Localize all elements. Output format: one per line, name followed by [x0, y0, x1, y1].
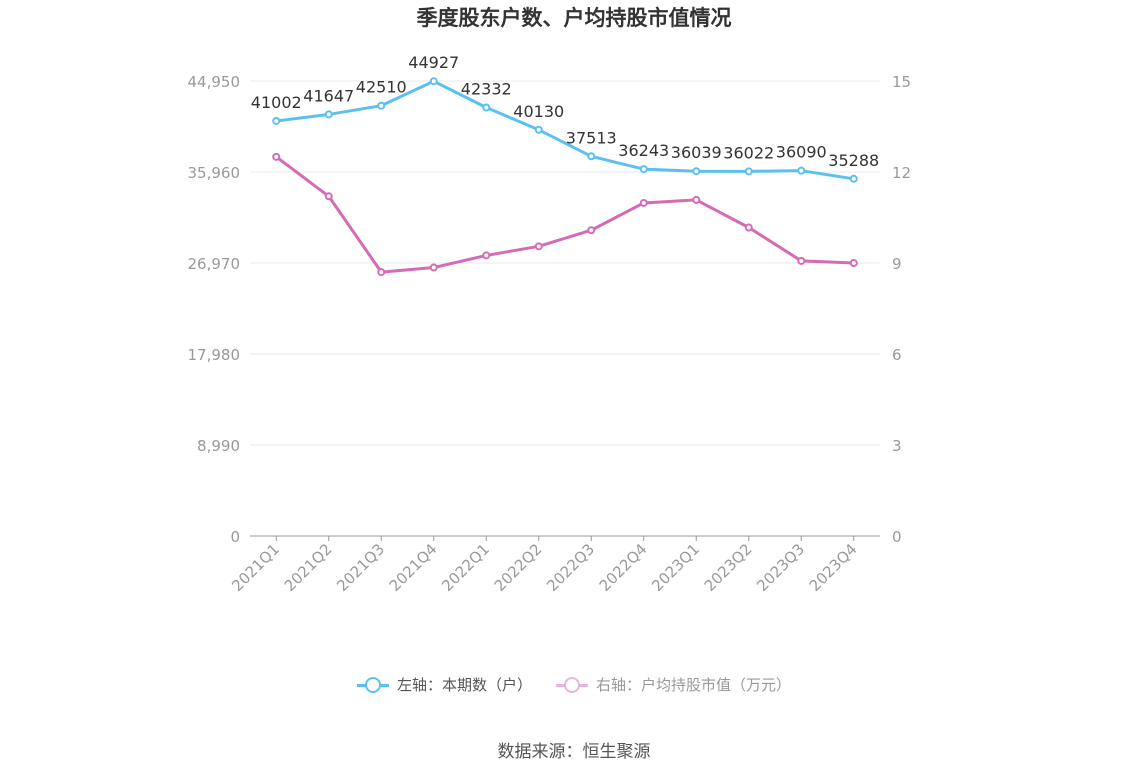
- series2-point: [744, 223, 753, 232]
- legend-item-series1[interactable]: 左轴：本期数（户）: [356, 674, 532, 695]
- series2-point: [377, 268, 386, 277]
- series1-point: [849, 174, 858, 183]
- chart-title: 季度股东户数、户均持股市值情况: [416, 6, 732, 30]
- data-label: 41647: [303, 86, 354, 105]
- legend: 左轴：本期数（户） 右轴：户均持股市值（万元）: [0, 674, 1148, 695]
- y-left-tick-label: 0: [230, 528, 240, 546]
- x-tick-label: 2021Q2: [281, 540, 336, 595]
- x-tick-label: 2021Q3: [333, 540, 388, 595]
- series2-point: [429, 263, 438, 272]
- y-left-tick-label: 17,980: [188, 346, 241, 364]
- series1-point: [639, 165, 648, 174]
- series2-point: [324, 192, 333, 201]
- y-left-tick-label: 35,960: [188, 164, 241, 182]
- data-label: 36090: [776, 143, 827, 162]
- data-label: 37513: [566, 128, 617, 147]
- series2-point: [639, 198, 648, 207]
- series1-point: [797, 166, 806, 175]
- series1-point: [587, 152, 596, 161]
- x-tick-label: 2021Q1: [228, 540, 283, 595]
- y-right-tick-label: 6: [892, 346, 902, 364]
- data-label: 41002: [251, 93, 302, 112]
- data-label: 36039: [671, 143, 722, 162]
- data-label: 42510: [356, 78, 407, 97]
- series1-point: [324, 110, 333, 119]
- legend-series2-icon: [556, 675, 588, 695]
- series2-point: [272, 152, 281, 161]
- x-tick-label: 2023Q4: [806, 540, 861, 595]
- y-right-tick-label: 12: [892, 164, 911, 182]
- data-label: 35288: [828, 151, 879, 170]
- y-left-tick-label: 8,990: [197, 437, 240, 455]
- series1-point: [377, 101, 386, 110]
- x-tick-label: 2023Q2: [701, 540, 756, 595]
- y-right-tick-label: 0: [892, 528, 902, 546]
- data-label: 44927: [408, 53, 459, 72]
- series-line-1: [276, 79, 854, 181]
- series2-point: [534, 242, 543, 251]
- series1-point: [534, 125, 543, 134]
- series1-point: [272, 116, 281, 125]
- legend-item-series2[interactable]: 右轴：户均持股市值（万元）: [556, 674, 791, 695]
- x-tick-label: 2023Q1: [648, 540, 703, 595]
- series1-point: [692, 167, 701, 176]
- series2-point: [587, 226, 596, 235]
- data-label: 40130: [513, 102, 564, 121]
- x-tick-label: 2023Q3: [753, 540, 808, 595]
- y-right-tick-label: 3: [892, 437, 902, 455]
- x-tick-label: 2022Q4: [596, 540, 651, 595]
- x-tick-label: 2022Q2: [491, 540, 546, 595]
- x-tick-label: 2021Q4: [386, 540, 441, 595]
- x-tick-label: 2022Q1: [438, 540, 493, 595]
- data-label: 42332: [461, 80, 512, 99]
- series1-point: [744, 167, 753, 176]
- series2-point: [849, 259, 858, 267]
- legend-series1-icon: [356, 675, 389, 695]
- line-chart: 0 8,990 17,980 26,970 35,960 44,950 0 3 6 9 12 15 20…: [188, 53, 912, 595]
- series2-point: [692, 195, 701, 204]
- legend-series1-label: 左轴：本期数（户）: [396, 676, 532, 694]
- legend-series2-label: 右轴：户均持股市值（万元）: [596, 676, 792, 694]
- series1-point: [429, 77, 438, 86]
- y-right-tick-label: 9: [892, 255, 902, 273]
- series1-point: [482, 103, 491, 112]
- data-label: 36243: [618, 141, 669, 160]
- series-line-2: [275, 155, 854, 274]
- x-tick-label: 2022Q3: [543, 540, 598, 595]
- source-note: 数据来源：恒生聚源: [497, 742, 651, 762]
- series2-point: [482, 251, 491, 260]
- data-label: 36022: [723, 143, 774, 162]
- series2-point: [797, 256, 806, 265]
- y-left-tick-label: 44,950: [188, 73, 241, 91]
- y-right-tick-label: 15: [892, 73, 911, 91]
- y-left-tick-label: 26,970: [188, 255, 241, 273]
